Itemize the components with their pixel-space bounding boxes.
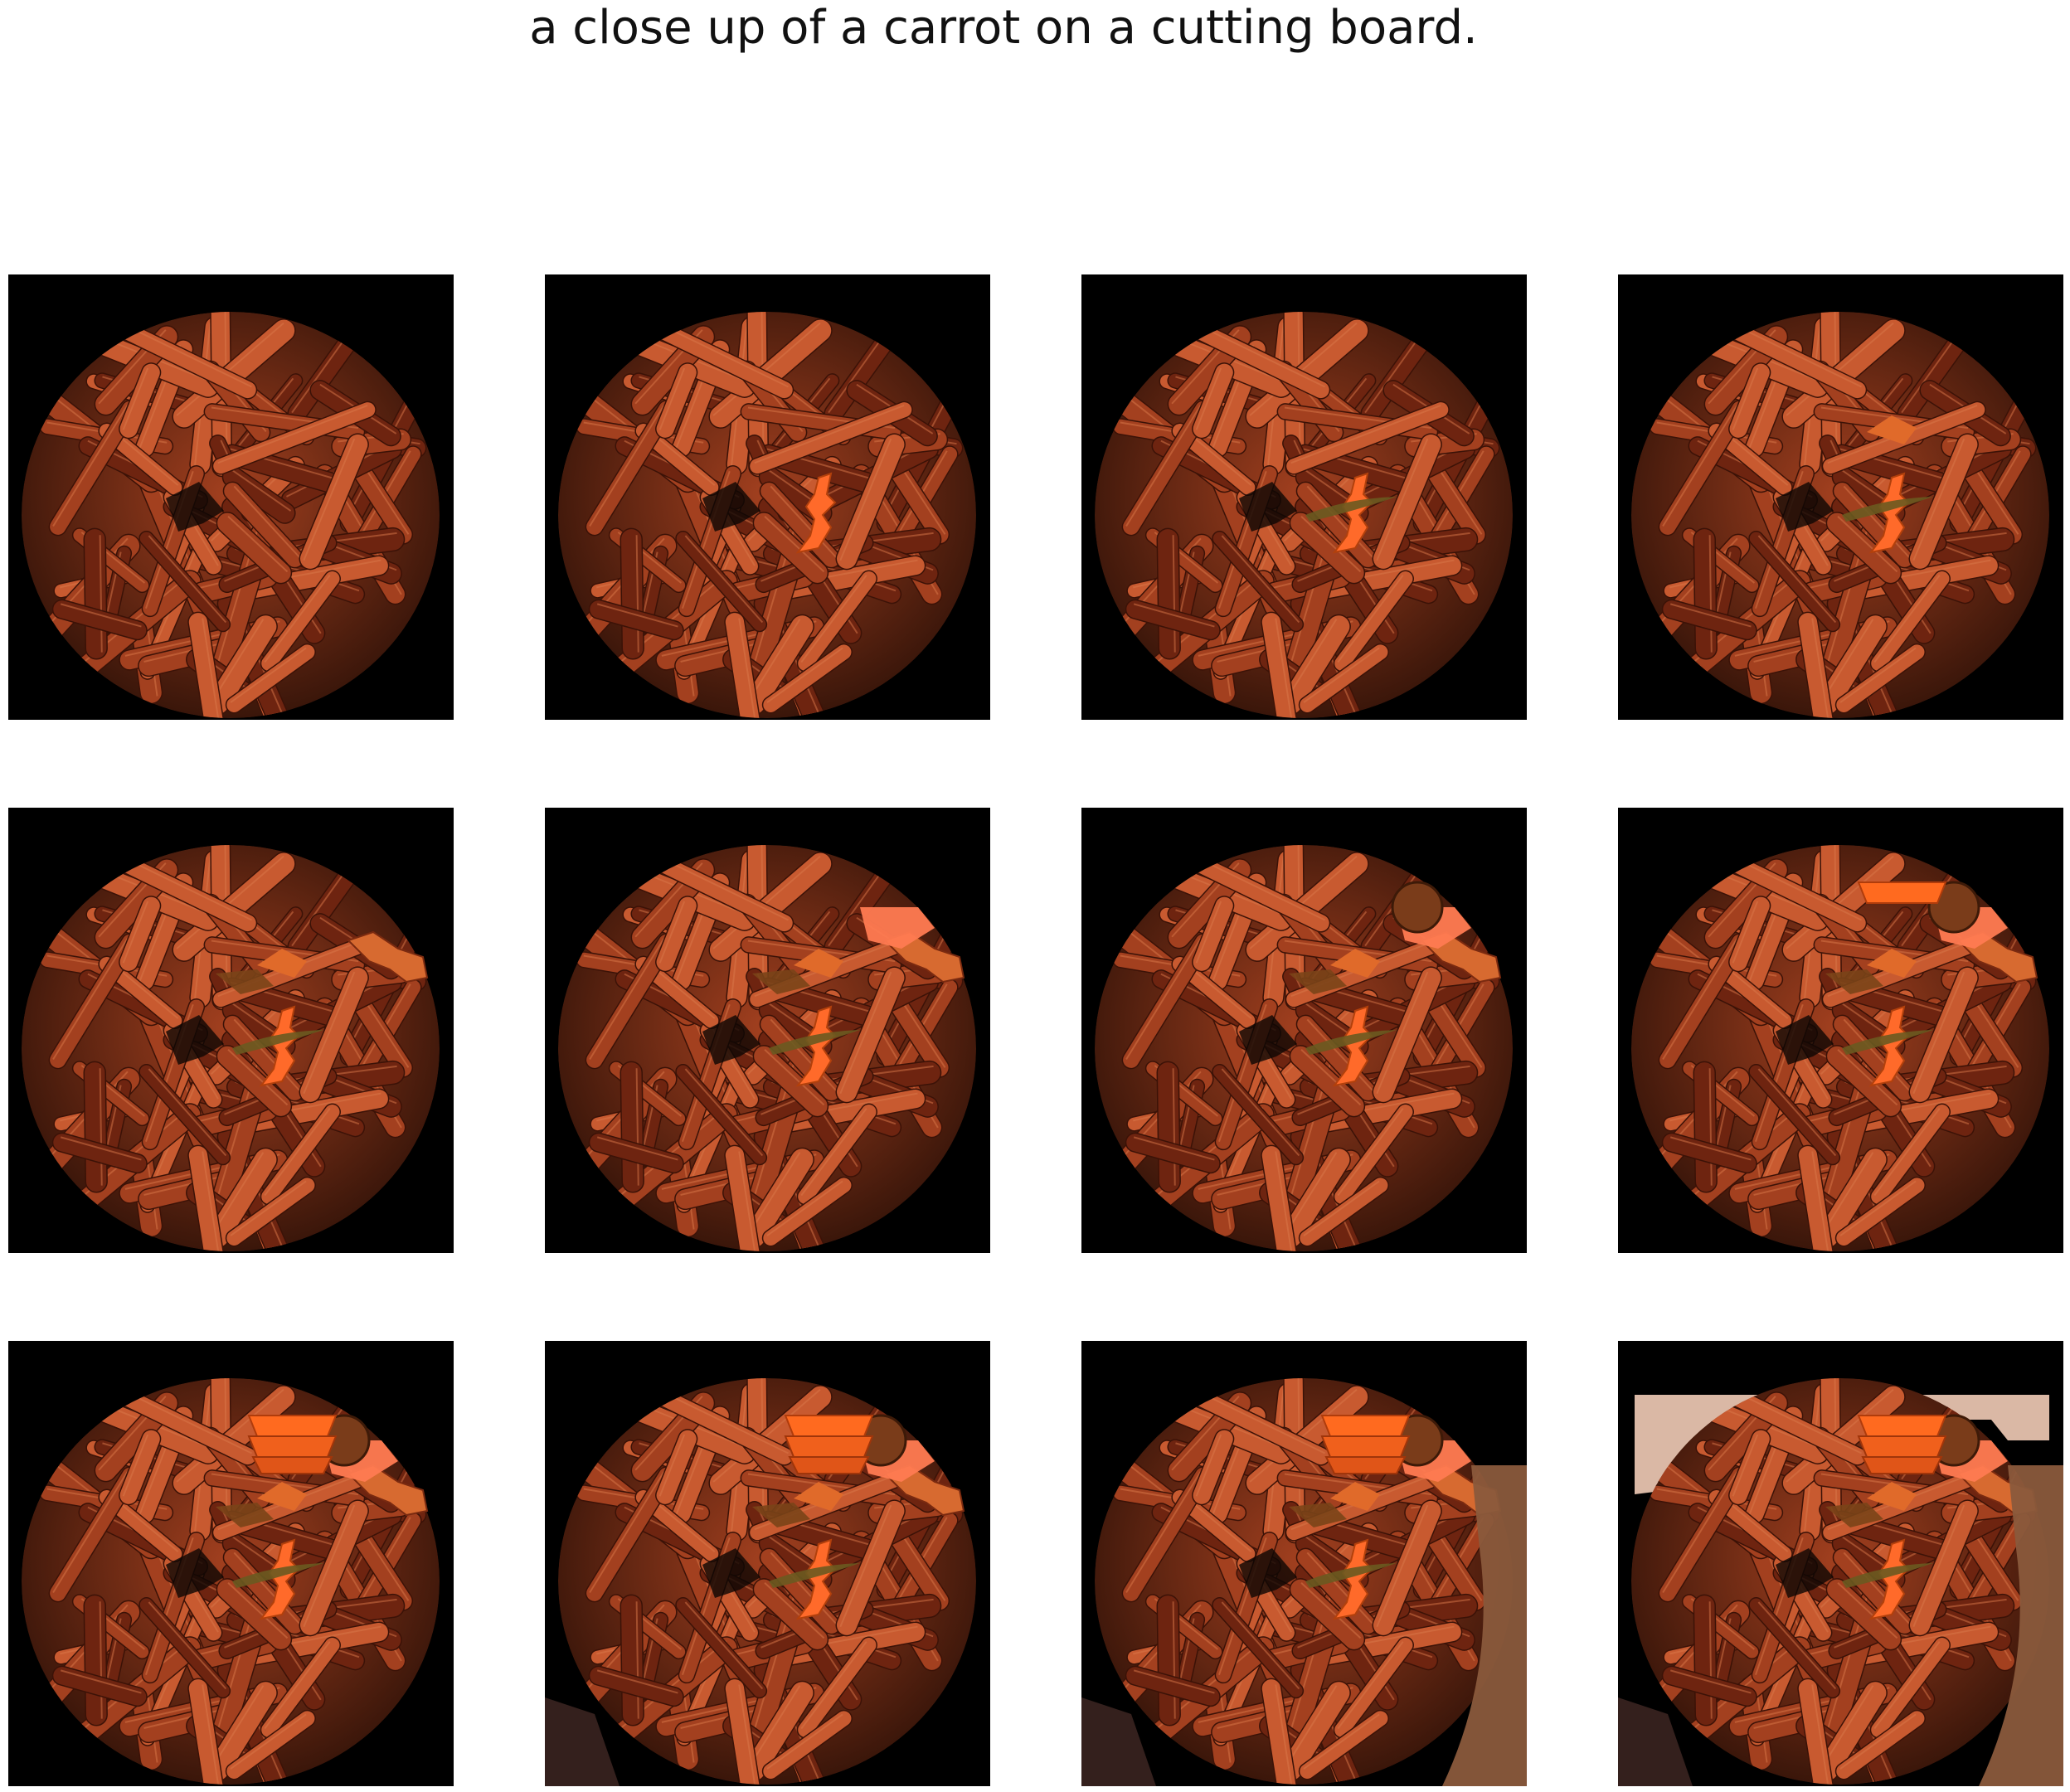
- frame-7: [1081, 808, 1527, 1253]
- frame-image: [8, 808, 454, 1253]
- carrot-bowl: [1095, 1378, 1513, 1785]
- leaf-sliver: [1842, 497, 1933, 522]
- frame-image: [545, 808, 990, 1253]
- frame-image: [545, 274, 990, 720]
- carrot-chip: [1330, 1482, 1380, 1511]
- frame-9: [8, 1341, 454, 1786]
- leaf-sliver: [769, 1563, 860, 1588]
- carrot-chip: [1867, 415, 1917, 444]
- frame-image: [8, 1341, 454, 1786]
- carrot-chip: [257, 949, 307, 978]
- carrot-chip: [794, 1482, 843, 1511]
- carrot-chip: [794, 949, 843, 978]
- leaf-sliver: [1842, 1030, 1933, 1055]
- carrot-chip: [1330, 949, 1380, 978]
- frame-12: [1618, 1341, 2063, 1786]
- frame-5: [8, 808, 454, 1253]
- cutting-board-edge: [1979, 1465, 2063, 1786]
- frame-image: [1081, 808, 1527, 1253]
- carrot-slice: [860, 907, 935, 949]
- carrot-bowl: [22, 312, 440, 718]
- frame-image: [1618, 274, 2063, 720]
- leaf-sliver: [1305, 497, 1397, 522]
- carrot-slab: [1320, 1415, 1411, 1437]
- frame-6: [545, 808, 990, 1253]
- table-shadow: [545, 1697, 620, 1786]
- cutting-board-edge: [1442, 1465, 1527, 1786]
- frame-3: [1081, 274, 1527, 720]
- carrot-bowl: [558, 312, 976, 718]
- frame-image: [1618, 808, 2063, 1253]
- leaf-sliver: [1842, 1563, 1933, 1588]
- stacked-slabs: [784, 1435, 874, 1474]
- frame-8: [1618, 808, 2063, 1253]
- frame-image: [1618, 1341, 2063, 1786]
- leaf-sliver: [769, 1030, 860, 1055]
- brown-ball: [1391, 881, 1444, 934]
- orange-squiggle: [795, 472, 837, 554]
- carrot-bowl: [1095, 845, 1513, 1251]
- stacked-slabs: [1857, 1435, 1947, 1474]
- carrot-slab: [247, 1415, 338, 1437]
- carrot-slab: [1857, 881, 1947, 904]
- figure-caption: a close up of a carrot on a cutting boar…: [529, 1, 1478, 55]
- leaf-sliver: [1305, 1563, 1397, 1588]
- carrot-slab: [784, 1415, 874, 1437]
- table-shadow: [1081, 1697, 1156, 1786]
- carrot-chip: [1867, 1482, 1917, 1511]
- frame-image: [1081, 274, 1527, 720]
- frame-4: [1618, 274, 2063, 720]
- frame-image: [1081, 1341, 1527, 1786]
- frame-image: [545, 1341, 990, 1786]
- frame-2: [545, 274, 990, 720]
- frame-11: [1081, 1341, 1527, 1786]
- carrot-bowl: [22, 845, 440, 1251]
- table-shadow: [1618, 1697, 1693, 1786]
- frame-image: [8, 274, 454, 720]
- leaf-sliver: [232, 1563, 323, 1588]
- frame-10: [545, 1341, 990, 1786]
- leaf-sliver: [232, 1030, 323, 1055]
- carrot-bowl: [1631, 312, 2049, 718]
- frame-1: [8, 274, 454, 720]
- stacked-slabs: [1320, 1435, 1411, 1474]
- carrot-chip: [1867, 949, 1917, 978]
- carrot-bowl: [1095, 312, 1513, 718]
- carrot-shred: [216, 930, 429, 994]
- leaf-sliver: [1305, 1030, 1397, 1055]
- carrot-slab: [1857, 1415, 1947, 1437]
- carrot-chip: [257, 1482, 307, 1511]
- stacked-slabs: [247, 1435, 338, 1474]
